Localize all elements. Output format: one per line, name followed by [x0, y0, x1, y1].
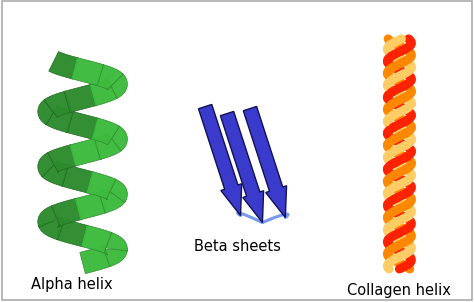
- Polygon shape: [106, 73, 128, 98]
- Polygon shape: [74, 192, 107, 220]
- Polygon shape: [44, 91, 72, 117]
- Polygon shape: [86, 172, 116, 199]
- Text: Beta sheets: Beta sheets: [193, 239, 281, 254]
- Polygon shape: [45, 106, 73, 133]
- Polygon shape: [243, 106, 287, 217]
- Polygon shape: [38, 152, 60, 177]
- Polygon shape: [103, 232, 128, 255]
- Polygon shape: [94, 133, 122, 159]
- Polygon shape: [41, 161, 69, 186]
- Polygon shape: [38, 216, 64, 240]
- Polygon shape: [106, 126, 128, 151]
- Polygon shape: [199, 104, 242, 216]
- Polygon shape: [96, 64, 123, 90]
- Polygon shape: [38, 99, 60, 125]
- Polygon shape: [56, 219, 88, 247]
- Text: Alpha helix: Alpha helix: [31, 277, 112, 292]
- Polygon shape: [90, 79, 118, 106]
- Polygon shape: [64, 84, 97, 113]
- Polygon shape: [99, 188, 126, 213]
- Polygon shape: [38, 205, 61, 227]
- Polygon shape: [51, 198, 82, 226]
- Polygon shape: [80, 246, 111, 274]
- Polygon shape: [102, 244, 128, 267]
- Polygon shape: [49, 52, 78, 79]
- Polygon shape: [47, 145, 76, 172]
- Polygon shape: [81, 225, 112, 253]
- Polygon shape: [71, 57, 104, 86]
- Polygon shape: [69, 138, 102, 166]
- Text: Collagen helix: Collagen helix: [347, 283, 451, 298]
- Polygon shape: [91, 118, 119, 145]
- Polygon shape: [220, 111, 264, 223]
- Polygon shape: [61, 165, 93, 193]
- Polygon shape: [106, 179, 128, 203]
- Polygon shape: [66, 111, 99, 140]
